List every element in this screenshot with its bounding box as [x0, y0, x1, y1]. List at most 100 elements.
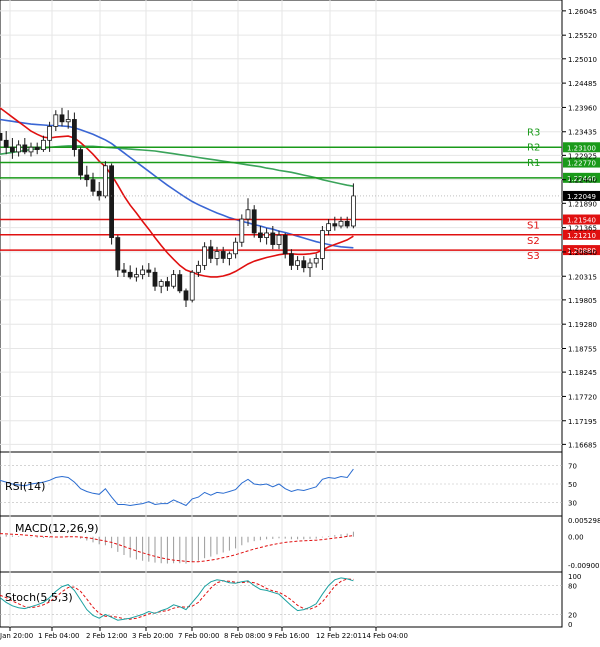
candle-body-bull: [338, 220, 344, 227]
candle-body-bear: [96, 190, 102, 197]
candle-body-bear: [109, 165, 114, 238]
candle: [288, 249, 294, 270]
candle-body-bull: [47, 126, 52, 141]
candle: [65, 110, 71, 129]
candle: [214, 246, 220, 266]
candle-body-bear: [251, 209, 257, 234]
candle-body-bear: [344, 220, 350, 227]
rsi-tick-label: 50: [568, 481, 577, 489]
candle: [28, 142, 34, 157]
price-tick-label: 1.19805: [568, 297, 597, 305]
candle: [208, 239, 214, 264]
level-price-r1: 1.22440: [567, 175, 596, 183]
candle: [158, 279, 164, 294]
candle: [47, 121, 52, 152]
candle: [220, 246, 226, 264]
current-price-tag: [563, 190, 600, 201]
price-tick-label: 1.22400: [568, 177, 597, 185]
candle: [338, 216, 344, 229]
candle-body-bull: [28, 146, 34, 153]
time-tick-label: 7 Feb 00:00: [178, 632, 219, 640]
candle: [245, 198, 251, 226]
macd-title: MACD(12,26,9): [15, 522, 99, 535]
price-axis: 1.26045 1.25520 1.25010 1.24485 1.23960 1.234…: [0, 8, 600, 449]
macd-signal-line: [0, 533, 354, 563]
candle-body-bear: [72, 119, 77, 150]
candle-body-bear: [59, 114, 65, 123]
candle-body-bear: [84, 174, 90, 181]
rsi-line: [0, 468, 354, 507]
level-price-s2: 1.21210: [567, 232, 596, 240]
level-price-tag: [563, 214, 600, 225]
price-tick-label: 1.17720: [568, 393, 597, 401]
candle-body-bear: [270, 232, 276, 245]
candle: [276, 230, 282, 250]
rsi-pane: 70 50 30: [0, 462, 577, 508]
price-tick-label: 1.26045: [568, 8, 597, 16]
candle: [72, 112, 77, 157]
stoch-tick-label: 20: [568, 611, 577, 619]
candle: [313, 253, 319, 268]
candle: [16, 140, 22, 157]
candle-body-bear: [208, 246, 214, 259]
candle: [177, 270, 183, 294]
candle-body-bull: [313, 258, 319, 264]
candle-body-bull: [133, 274, 139, 278]
candle: [326, 219, 332, 236]
candle: [133, 267, 139, 282]
candle-body-bear: [115, 237, 121, 271]
candle: [0, 124, 3, 148]
candle-body-bear: [90, 179, 96, 192]
candle-body-bull: [53, 114, 59, 127]
macd-tick-label: -0.009005: [568, 562, 600, 570]
time-tick-label: 14 Feb 04:00: [362, 632, 408, 640]
level-label-s1: S1: [527, 221, 540, 232]
candle: [233, 237, 239, 259]
candle-body-bull: [319, 230, 325, 259]
candle-body-bear: [282, 234, 288, 255]
level-label-s2: S2: [527, 236, 540, 247]
candle-body-bear: [34, 146, 40, 150]
candle-body-bear: [78, 149, 83, 176]
level-price-tag: [563, 157, 600, 168]
grid-layer: [0, 0, 562, 627]
macd-tick-label: 0.00: [568, 534, 584, 542]
candle: [195, 260, 201, 277]
level-label-r3: R3: [527, 127, 540, 138]
level-price-tag: [563, 142, 600, 153]
candle: [41, 135, 46, 152]
candle: [3, 131, 9, 155]
candle: [332, 216, 338, 231]
stoch-main-line: [0, 577, 354, 621]
time-tick-label: 9 Feb 16:00: [268, 632, 309, 640]
candle: [9, 138, 15, 159]
level-price-tag: [563, 245, 600, 256]
stoch-pane-frame: [0, 571, 563, 628]
candle: [350, 183, 356, 229]
price-tick-label: 1.20315: [568, 273, 597, 281]
stoch-tick-label: 80: [568, 583, 577, 591]
candle-body-bear: [0, 132, 3, 141]
price-tick-label: 1.24485: [568, 80, 597, 88]
candle-body-bear: [3, 139, 9, 148]
candle-body-bull: [239, 218, 245, 243]
macd-pane: 0.005298 0.00 -0.009005: [0, 517, 600, 570]
candle-body-bull: [189, 271, 195, 301]
candle: [202, 242, 208, 270]
candle-body-bull: [350, 195, 356, 227]
candle: [270, 226, 276, 250]
stoch-signal-line: [0, 578, 354, 620]
price-tick-label: 1.25010: [568, 56, 597, 64]
rsi-tick-label: 70: [568, 462, 577, 470]
rsi-tick-label: 30: [568, 500, 577, 508]
candle-body-bull: [245, 209, 251, 220]
candle-body-bear: [257, 232, 263, 238]
candle-body-bear: [127, 271, 133, 278]
level-label-s3: S3: [527, 251, 540, 262]
candle: [34, 142, 40, 155]
candle-body-bull: [264, 232, 270, 238]
ma-fast-line: [0, 107, 354, 278]
